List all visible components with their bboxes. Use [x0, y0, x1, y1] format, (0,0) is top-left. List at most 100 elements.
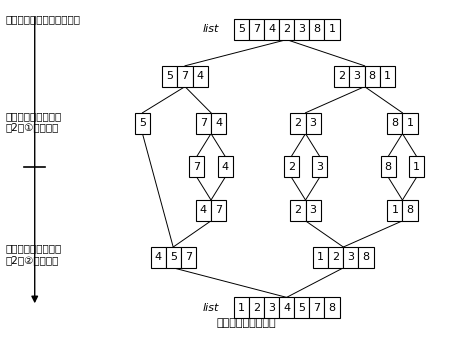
Text: 4: 4 [197, 71, 204, 81]
Text: 3: 3 [354, 71, 361, 81]
Text: 5: 5 [166, 71, 173, 81]
Text: 2: 2 [253, 303, 260, 313]
Text: 1: 1 [407, 118, 413, 128]
Text: list: list [203, 24, 219, 34]
Text: プログラムの説明の
（2）①（分割）: プログラムの説明の （2）①（分割） [5, 111, 62, 132]
Text: 7: 7 [313, 303, 320, 313]
FancyBboxPatch shape [387, 113, 402, 133]
Text: 3: 3 [316, 162, 323, 172]
Text: 4: 4 [215, 118, 222, 128]
Text: 8: 8 [313, 24, 320, 34]
FancyBboxPatch shape [279, 19, 294, 40]
Text: 7: 7 [200, 118, 207, 128]
FancyBboxPatch shape [135, 113, 150, 133]
FancyBboxPatch shape [310, 297, 324, 318]
FancyBboxPatch shape [380, 66, 395, 87]
FancyBboxPatch shape [249, 297, 264, 318]
Text: 1: 1 [238, 303, 245, 313]
FancyBboxPatch shape [211, 113, 226, 133]
Text: 5: 5 [170, 252, 177, 263]
Text: 1: 1 [317, 252, 324, 263]
Text: プログラムの説明との対応: プログラムの説明との対応 [5, 14, 81, 24]
FancyBboxPatch shape [294, 297, 310, 318]
Text: 4: 4 [155, 252, 162, 263]
FancyBboxPatch shape [264, 297, 279, 318]
FancyBboxPatch shape [312, 156, 327, 177]
FancyBboxPatch shape [249, 19, 264, 40]
FancyBboxPatch shape [177, 66, 192, 87]
Text: 3: 3 [310, 118, 317, 128]
Text: 8: 8 [328, 303, 336, 313]
Text: 8: 8 [369, 71, 376, 81]
Text: 7: 7 [215, 206, 222, 215]
FancyBboxPatch shape [324, 297, 339, 318]
FancyBboxPatch shape [334, 66, 349, 87]
FancyBboxPatch shape [196, 113, 211, 133]
FancyBboxPatch shape [365, 66, 380, 87]
Text: 2: 2 [338, 71, 346, 81]
FancyBboxPatch shape [196, 200, 211, 221]
FancyBboxPatch shape [165, 247, 181, 268]
Text: 5: 5 [238, 24, 245, 34]
FancyBboxPatch shape [343, 247, 358, 268]
Text: 2: 2 [288, 162, 295, 172]
Text: 5: 5 [298, 303, 305, 313]
Text: 1: 1 [413, 162, 420, 172]
FancyBboxPatch shape [328, 247, 343, 268]
Text: 5: 5 [139, 118, 146, 128]
FancyBboxPatch shape [381, 156, 396, 177]
Text: 1: 1 [392, 206, 398, 215]
FancyBboxPatch shape [291, 113, 306, 133]
FancyBboxPatch shape [181, 247, 196, 268]
FancyBboxPatch shape [402, 113, 418, 133]
Text: 8: 8 [363, 252, 370, 263]
FancyBboxPatch shape [294, 19, 310, 40]
Text: 3: 3 [310, 206, 317, 215]
FancyBboxPatch shape [306, 200, 320, 221]
Text: 7: 7 [182, 71, 189, 81]
Text: 4: 4 [222, 162, 229, 172]
FancyBboxPatch shape [324, 19, 339, 40]
Text: 1: 1 [328, 24, 336, 34]
Text: 2: 2 [332, 252, 339, 263]
FancyBboxPatch shape [264, 19, 279, 40]
FancyBboxPatch shape [284, 156, 299, 177]
Text: 7: 7 [193, 162, 201, 172]
Text: 4: 4 [268, 24, 275, 34]
Text: 7: 7 [253, 24, 260, 34]
FancyBboxPatch shape [358, 247, 374, 268]
FancyBboxPatch shape [211, 200, 226, 221]
FancyBboxPatch shape [151, 247, 165, 268]
Text: 2: 2 [283, 24, 290, 34]
FancyBboxPatch shape [306, 113, 320, 133]
Text: 8: 8 [406, 206, 413, 215]
FancyBboxPatch shape [387, 200, 402, 221]
Text: 4: 4 [283, 303, 290, 313]
Text: 3: 3 [298, 24, 305, 34]
FancyBboxPatch shape [313, 247, 328, 268]
FancyBboxPatch shape [162, 66, 177, 87]
FancyBboxPatch shape [402, 200, 418, 221]
FancyBboxPatch shape [192, 66, 208, 87]
Text: 2: 2 [294, 118, 301, 128]
FancyBboxPatch shape [218, 156, 233, 177]
FancyBboxPatch shape [234, 297, 249, 318]
Text: 3: 3 [268, 303, 275, 313]
FancyBboxPatch shape [409, 156, 424, 177]
FancyBboxPatch shape [279, 297, 294, 318]
Text: 4: 4 [200, 206, 207, 215]
Text: 2: 2 [294, 206, 301, 215]
FancyBboxPatch shape [349, 66, 365, 87]
Text: 8: 8 [392, 118, 399, 128]
FancyBboxPatch shape [234, 19, 249, 40]
FancyBboxPatch shape [291, 200, 306, 221]
FancyBboxPatch shape [189, 156, 204, 177]
FancyBboxPatch shape [310, 19, 324, 40]
Text: 7: 7 [185, 252, 192, 263]
Text: 1: 1 [384, 71, 391, 81]
Text: 図　整列処理の流れ: 図 整列処理の流れ [217, 318, 276, 328]
Text: 3: 3 [347, 252, 355, 263]
Text: 8: 8 [385, 162, 392, 172]
Text: プログラムの説明の
（2）②（併合）: プログラムの説明の （2）②（併合） [5, 243, 62, 265]
Text: list: list [203, 303, 219, 313]
